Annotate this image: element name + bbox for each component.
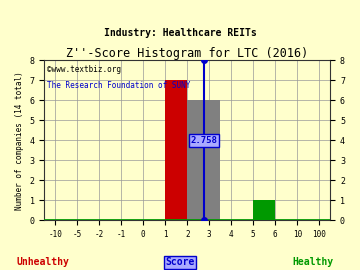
Text: The Research Foundation of SUNY: The Research Foundation of SUNY xyxy=(47,81,190,90)
Text: Industry: Healthcare REITs: Industry: Healthcare REITs xyxy=(104,28,256,38)
Text: 2.758: 2.758 xyxy=(190,136,217,145)
Text: ©www.textbiz.org: ©www.textbiz.org xyxy=(47,65,121,74)
Title: Z''-Score Histogram for LTC (2016): Z''-Score Histogram for LTC (2016) xyxy=(66,48,309,60)
Text: Score: Score xyxy=(165,257,195,267)
Bar xyxy=(187,100,220,220)
Y-axis label: Number of companies (14 total): Number of companies (14 total) xyxy=(15,71,24,210)
Text: Healthy: Healthy xyxy=(293,257,334,267)
Bar xyxy=(253,200,275,220)
Text: Unhealthy: Unhealthy xyxy=(17,257,69,267)
Bar xyxy=(165,80,187,220)
